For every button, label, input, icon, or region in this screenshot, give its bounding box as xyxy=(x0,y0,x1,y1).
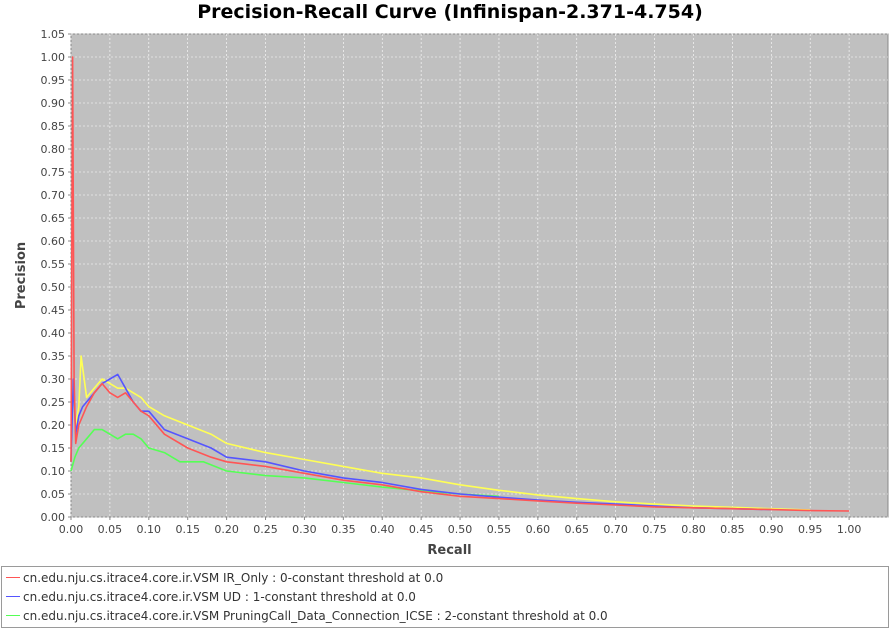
x-tick-label: 0.75 xyxy=(642,523,667,536)
y-tick-label: 0.55 xyxy=(41,258,66,271)
y-tick-label: 0.90 xyxy=(41,97,66,110)
axis-ticks: 0.00 0.05 0.10 0.15 0.20 0.25 0.30 0.35 0.40 0.45… xyxy=(41,28,862,536)
series-lines xyxy=(70,56,850,512)
y-tick-label: 0.00 xyxy=(41,511,66,524)
x-tick-label: 0.45 xyxy=(409,523,434,536)
y-tick-label: 1.05 xyxy=(41,28,66,41)
x-tick-label: 0.25 xyxy=(253,523,278,536)
x-tick-label: 0.55 xyxy=(487,523,512,536)
legend-label: cn.edu.nju.cs.itrace4.core.ir.VSM UD : 1… xyxy=(23,590,416,604)
x-tick-label: 0.95 xyxy=(798,523,823,536)
legend-label: cn.edu.nju.cs.itrace4.core.ir.VSM Prunin… xyxy=(23,609,608,623)
x-tick-label: 0.10 xyxy=(137,523,162,536)
legend-item: cn.edu.nju.cs.itrace4.core.ir.VSM IR_Onl… xyxy=(6,569,443,587)
x-tick-label: 0.85 xyxy=(720,523,745,536)
x-tick-label: 0.65 xyxy=(565,523,590,536)
y-tick-label: 0.70 xyxy=(41,189,66,202)
y-tick-label: 0.65 xyxy=(41,212,66,225)
legend-item: cn.edu.nju.cs.itrace4.core.ir.VSM Prunin… xyxy=(6,607,608,625)
y-tick-label: 0.15 xyxy=(41,442,66,455)
y-tick-label: 1.00 xyxy=(41,51,66,64)
y-tick-label: 0.25 xyxy=(41,396,66,409)
x-tick-label: 0.50 xyxy=(448,523,473,536)
y-tick-label: 0.45 xyxy=(41,304,66,317)
x-tick-label: 0.40 xyxy=(370,523,395,536)
x-tick-label: 0.20 xyxy=(214,523,239,536)
plot-area xyxy=(70,33,889,518)
y-tick-label: 0.35 xyxy=(41,350,66,363)
legend-label: cn.edu.nju.cs.itrace4.core.ir.VSM IR_Onl… xyxy=(23,571,444,585)
x-tick-label: 0.35 xyxy=(331,523,356,536)
legend-item: cn.edu.nju.cs.itrace4.core.ir.VSM UD : 1… xyxy=(6,588,416,606)
grid xyxy=(70,33,888,518)
y-tick-label: 0.10 xyxy=(41,465,66,478)
y-tick-label: 0.75 xyxy=(41,166,66,179)
series-line-0 xyxy=(70,56,850,512)
y-tick-label: 0.30 xyxy=(41,373,66,386)
y-axis-label: Precision xyxy=(14,242,29,309)
x-tick-label: 0.80 xyxy=(681,523,706,536)
legend-swatch xyxy=(6,596,20,597)
y-tick-label: 0.50 xyxy=(41,281,66,294)
x-tick-label: 0.00 xyxy=(59,523,84,536)
y-tick-label: 0.05 xyxy=(41,488,66,501)
series-line-1 xyxy=(70,373,772,511)
x-tick-label: 0.60 xyxy=(526,523,551,536)
x-tick-label: 0.05 xyxy=(98,523,123,536)
y-tick-label: 0.80 xyxy=(41,143,66,156)
series-line-3 xyxy=(70,355,811,511)
series-line-2 xyxy=(70,428,500,498)
legend: cn.edu.nju.cs.itrace4.core.ir.VSM IR_Onl… xyxy=(1,566,889,628)
y-tick-label: 0.20 xyxy=(41,419,66,432)
x-tick-label: 0.15 xyxy=(175,523,200,536)
chart-svg: 0.00 0.05 0.10 0.15 0.20 0.25 0.30 0.35 0.40 0.45… xyxy=(14,28,889,558)
legend-swatch xyxy=(6,615,20,616)
x-tick-label: 0.90 xyxy=(759,523,784,536)
x-axis-label: Recall xyxy=(427,543,471,558)
x-tick-label: 0.30 xyxy=(292,523,317,536)
y-tick-label: 0.40 xyxy=(41,327,66,340)
y-tick-label: 0.95 xyxy=(41,74,66,87)
x-tick-label: 1.00 xyxy=(837,523,862,536)
chart-title: Precision-Recall Curve (Infinispan-2.371… xyxy=(197,1,703,23)
x-tick-label: 0.70 xyxy=(603,523,628,536)
y-tick-label: 0.85 xyxy=(41,120,66,133)
y-tick-label: 0.60 xyxy=(41,235,66,248)
legend-swatch xyxy=(6,577,20,578)
